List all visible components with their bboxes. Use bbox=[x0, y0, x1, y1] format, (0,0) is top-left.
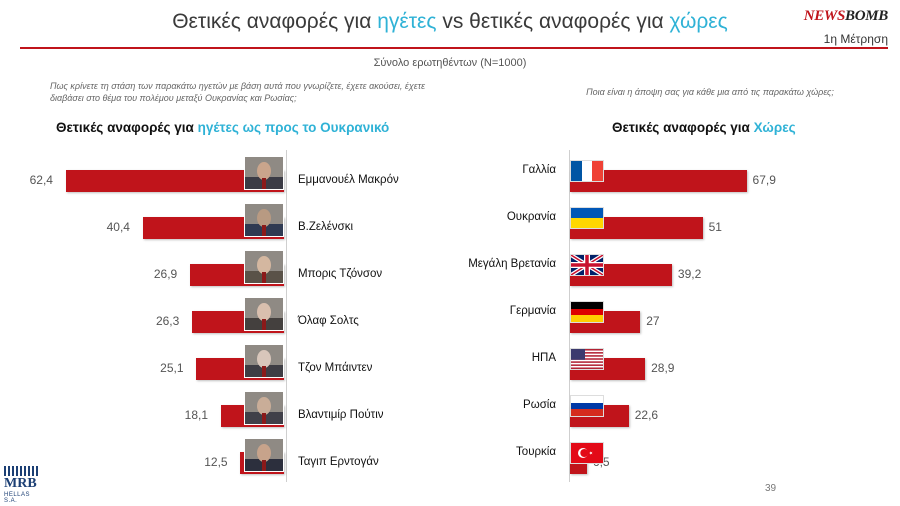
title-part1: Θετικές αναφορές για bbox=[172, 10, 378, 33]
page-number: 39 bbox=[765, 483, 777, 494]
turkey-flag-icon bbox=[570, 442, 604, 464]
countries-axis bbox=[569, 150, 570, 482]
country-name: Μεγάλη Βρετανία bbox=[468, 258, 556, 270]
leader-name: Β.Ζελένσκι bbox=[298, 221, 354, 233]
leader-value-label: 25,1 bbox=[160, 361, 184, 375]
ukraine-flag-icon bbox=[570, 207, 604, 229]
leader-value-label: 40,4 bbox=[106, 220, 130, 234]
question-leaders: Πως κρίνετε τη στάση των παρακάτω ηγετών… bbox=[50, 81, 426, 103]
title-divider bbox=[20, 47, 888, 49]
france-flag-icon bbox=[570, 160, 604, 182]
leader-name: Εμμανουέλ Μακρόν bbox=[298, 174, 399, 186]
leader-name: Τζον Μπάιντεν bbox=[298, 362, 373, 374]
page-title: Θετικές αναφορές για ηγέτες vs θετικές α… bbox=[0, 10, 900, 34]
countries-chart-heading: Θετικές αναφορές για Χώρες bbox=[612, 120, 796, 135]
russia-flag-icon bbox=[570, 395, 604, 417]
country-bar bbox=[570, 170, 747, 192]
title-highlight-countries: χώρες bbox=[669, 10, 728, 33]
sample-size: Σύνολο ερωτηθέντων (N=1000) bbox=[373, 57, 527, 69]
uk-flag-icon bbox=[570, 254, 604, 276]
question-countries: Ποια είναι η άποψη σας για κάθε μια από … bbox=[586, 87, 834, 97]
leader-value-label: 18,1 bbox=[184, 408, 208, 422]
germany-flag-icon bbox=[570, 301, 604, 323]
leaders-axis bbox=[286, 150, 287, 482]
country-name: Τουρκία bbox=[516, 446, 556, 458]
country-value-label: 39,2 bbox=[677, 267, 702, 281]
leader-photo bbox=[244, 344, 284, 378]
newsbomb-logo: NEWSBOMB bbox=[803, 8, 889, 24]
title-highlight-leaders: ηγέτες bbox=[377, 10, 437, 33]
leader-name: Βλαντιμίρ Πούτιν bbox=[298, 409, 384, 421]
country-name: Γαλλία bbox=[522, 164, 556, 176]
country-name: Ρωσία bbox=[523, 399, 556, 411]
country-value-label: 22,6 bbox=[634, 408, 659, 422]
leader-bar bbox=[65, 170, 284, 192]
leader-name: Ταγιπ Ερντογάν bbox=[298, 456, 379, 468]
country-value-label: 51 bbox=[708, 220, 722, 234]
leader-value-label: 62,4 bbox=[29, 173, 53, 187]
country-value-label: 28,9 bbox=[651, 361, 675, 375]
leader-photo bbox=[244, 156, 284, 190]
leader-photo bbox=[244, 250, 284, 284]
usa-flag-icon bbox=[570, 348, 604, 370]
mrb-logo-mark bbox=[4, 466, 40, 476]
country-name: ΗΠΑ bbox=[531, 352, 556, 364]
country-value-label: 67,9 bbox=[752, 173, 776, 187]
leader-photo bbox=[244, 203, 284, 237]
leader-name: Μπορις Τζόνσον bbox=[298, 268, 383, 280]
country-name: Ουκρανία bbox=[506, 211, 556, 223]
leaders-chart-heading: Θετικές αναφορές για ηγέτες ως προς το Ο… bbox=[56, 120, 390, 135]
leader-name: Όλαφ Σολτς bbox=[298, 315, 359, 327]
leader-photo bbox=[244, 438, 284, 472]
mrb-logo: MRB HELLAS S.A. bbox=[4, 466, 44, 504]
wave-label: 1η Μέτρηση bbox=[823, 32, 888, 46]
country-name: Γερμανία bbox=[509, 305, 556, 317]
leader-photo bbox=[244, 391, 284, 425]
country-value-label: 27 bbox=[646, 314, 660, 328]
leader-value-label: 26,9 bbox=[153, 267, 178, 281]
leader-value-label: 12,5 bbox=[204, 455, 228, 469]
leader-photo bbox=[244, 297, 284, 331]
leader-value-label: 26,3 bbox=[155, 314, 180, 328]
title-part2: vs θετικές αναφορές για bbox=[436, 10, 670, 33]
